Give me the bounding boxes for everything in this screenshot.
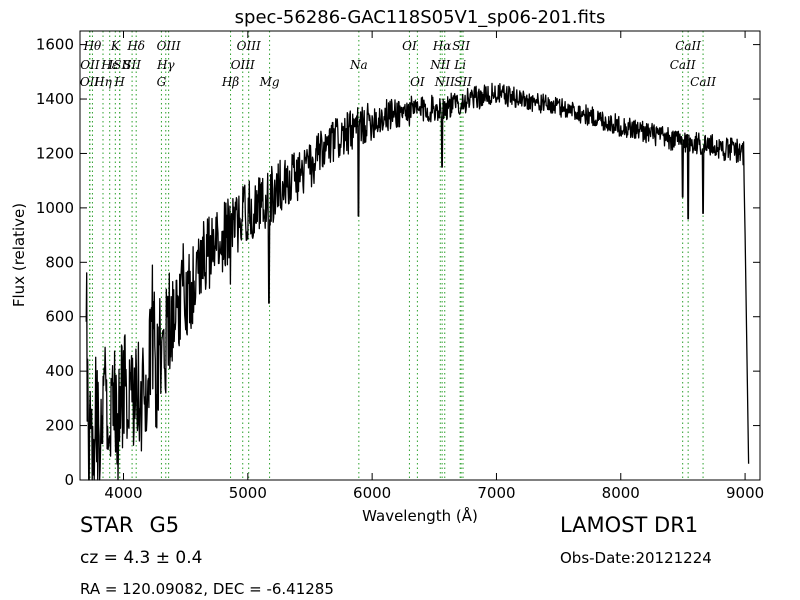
y-axis-label: Flux (relative) xyxy=(10,203,28,307)
sky-coordinates: RA = 120.09082, DEC = -6.41285 xyxy=(80,580,334,598)
y-tick-label: 800 xyxy=(45,253,74,271)
x-tick-label: 8000 xyxy=(602,484,640,502)
x-tick-label: 4000 xyxy=(104,484,142,502)
y-tick-label: 1600 xyxy=(36,36,74,54)
redshift-value: cz = 4.3 ± 0.4 xyxy=(80,548,203,568)
line-marker-label: G xyxy=(157,75,167,89)
line-marker-label: OIII xyxy=(157,39,181,53)
line-marker-label: CaII xyxy=(690,75,716,89)
line-marker-label: Na xyxy=(349,58,368,72)
line-marker-label: OI xyxy=(402,39,417,53)
y-tick-label: 1400 xyxy=(36,90,74,108)
line-marker-label: H xyxy=(113,75,125,89)
line-marker-label: CaII xyxy=(670,58,696,72)
x-tick-label: 9000 xyxy=(726,484,764,502)
x-tick-label: 6000 xyxy=(353,484,391,502)
line-marker-label: Hδ xyxy=(126,39,145,53)
y-tick-label: 400 xyxy=(45,362,74,380)
line-marker-label: SII xyxy=(454,75,472,89)
line-marker-label: CaII xyxy=(675,39,701,53)
y-tick-label: 1000 xyxy=(36,199,74,217)
survey-name: LAMOST DR1 xyxy=(560,513,699,537)
line-marker-label: Li xyxy=(453,58,466,72)
plot-frame xyxy=(79,30,761,481)
line-marker-label: SII xyxy=(452,39,470,53)
object-subclass: G5 xyxy=(149,513,180,537)
line-marker-label: Mg xyxy=(259,75,280,89)
line-marker-label: OIII xyxy=(237,39,261,53)
axis-ticks: 4000 5000 6000 7000 8000 9000 0 200 400 600 800 100… xyxy=(36,31,764,502)
y-tick-label: 600 xyxy=(45,308,74,326)
line-marker-label: Hθ xyxy=(83,39,102,53)
line-marker-label: OII xyxy=(80,58,100,72)
line-marker-label: Hη xyxy=(93,75,112,89)
line-marker-label: OIII xyxy=(231,58,255,72)
line-marker-label: Hε xyxy=(100,58,118,72)
spectrum-series xyxy=(85,82,750,481)
line-marker-label: ISII xyxy=(108,58,132,72)
chart-title: spec-56286-GAC118S05V1_sp06-201.fits xyxy=(235,7,606,28)
line-marker-label: NII xyxy=(429,58,450,72)
x-tick-label: 7000 xyxy=(477,484,515,502)
emission-line-markers: OIIHθOIIHηHεKISIIHHδSIIOIIIHγGOIIIHβOIII… xyxy=(80,31,716,480)
x-tick-label: 5000 xyxy=(229,484,267,502)
line-marker-label: Hβ xyxy=(221,75,239,89)
observation-date: Obs-Date:20121224 xyxy=(560,549,712,567)
object-class-type: STAR xyxy=(80,513,134,537)
line-marker-label: NII xyxy=(434,75,455,89)
object-class: STAR G5 xyxy=(80,513,179,537)
y-tick-label: 1200 xyxy=(36,144,74,162)
x-axis-label: Wavelength (Å) xyxy=(362,506,478,525)
line-marker-label: K xyxy=(110,39,121,53)
line-marker-label: Hα xyxy=(432,39,452,53)
line-marker-label: Hγ xyxy=(156,58,175,72)
spectrum-line xyxy=(85,82,750,481)
y-tick-label: 0 xyxy=(64,471,74,489)
y-tick-label: 200 xyxy=(45,417,74,435)
line-marker-label: OI xyxy=(410,75,425,89)
line-marker-label: SII xyxy=(123,58,141,72)
